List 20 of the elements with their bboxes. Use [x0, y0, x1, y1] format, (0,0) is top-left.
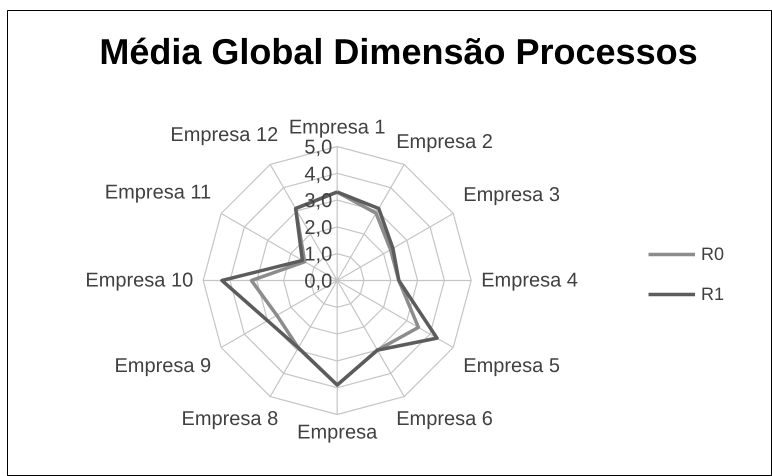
y-tick-label: 0,0 — [304, 270, 332, 292]
spoke-label: Empresa — [297, 422, 378, 444]
spoke-label: Empresa 6 — [396, 408, 493, 430]
chart-title: Média Global Dimensão Processos — [99, 31, 698, 72]
spoke-label: Empresa 11 — [104, 181, 212, 204]
spoke-label: Empresa 2 — [396, 131, 493, 154]
spoke-label: Empresa 9 — [114, 354, 212, 377]
y-tick-label: 5,0 — [304, 136, 332, 158]
spoke-label: Empresa 1 — [288, 116, 386, 138]
legend-label: R1 — [701, 284, 724, 304]
spoke-label: Empresa 5 — [463, 354, 560, 377]
spoke-label: Empresa 10 — [85, 270, 194, 292]
spoke-label: Empresa 4 — [481, 270, 578, 292]
y-tick-label: 2,0 — [304, 216, 332, 239]
spoke-label: Empresa 12 — [170, 124, 278, 146]
y-tick-label: 4,0 — [304, 163, 332, 186]
spoke-label: Empresa 3 — [463, 184, 560, 206]
legend-label: R0 — [701, 244, 724, 264]
y-tick-label: 1,0 — [304, 244, 332, 266]
spoke-label: Empresa 8 — [181, 408, 278, 430]
